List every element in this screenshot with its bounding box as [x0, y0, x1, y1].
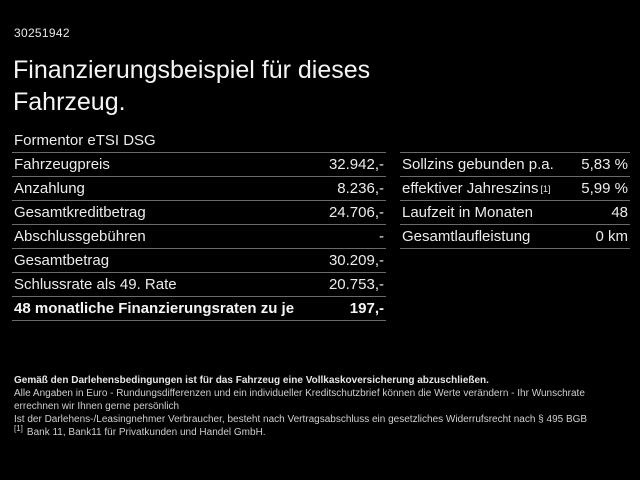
row-value: 197,- [349, 300, 384, 317]
row-label: Fahrzeugpreis [14, 156, 110, 173]
row-value: 5,83 % [581, 156, 628, 173]
row-value: 8.236,- [337, 180, 384, 197]
row-label: Sollzins gebunden p.a. [402, 156, 554, 173]
page-title-line2: Fahrzeug. [13, 88, 126, 116]
disclaimer-values: Alle Angaben in Euro - Rundungsdifferenz… [14, 388, 585, 412]
row-label: 48 monatliche Finanzierungsraten zu je [14, 300, 295, 317]
row-label: Gesamtbetrag [14, 252, 110, 269]
table-row-effektiver-jahreszins: effektiver Jahreszins [1] 5,99 % [400, 176, 630, 200]
row-value: - [379, 228, 384, 245]
row-value: 30.209,- [328, 252, 384, 269]
row-value: 0 km [595, 228, 628, 245]
row-value: 5,99 % [581, 180, 628, 197]
row-value: 24.706,- [328, 204, 384, 221]
footnote-text: Bank 11, Bank11 für Privatkunden und Han… [26, 427, 266, 438]
row-label-wrap: effektiver Jahreszins [1] [402, 180, 551, 197]
row-label: Gesamtkreditbetrag [14, 204, 146, 221]
row-label: effektiver Jahreszins [402, 180, 539, 197]
row-value: 32.942,- [328, 156, 384, 173]
conditions-table: Sollzins gebunden p.a. 5,83 % effektiver… [400, 152, 630, 249]
row-label: Schlussrate als 49. Rate [14, 276, 177, 293]
footnote-marker: [1] [14, 423, 23, 433]
table-row-gesamtbetrag: Gesamtbetrag 30.209,- [12, 248, 386, 272]
table-row-abschlussgebuehren: Abschlussgebühren - [12, 224, 386, 248]
row-value: 20.753,- [328, 276, 384, 293]
table-row-gesamtlaufleistung: Gesamtlaufleistung 0 km [400, 224, 630, 249]
row-label-wrap: Laufzeit in Monaten [400, 204, 533, 221]
table-row-anzahlung: Anzahlung 8.236,- [12, 176, 386, 200]
row-label-wrap: Sollzins gebunden p.a. [400, 156, 554, 173]
table-row-fahrzeugpreis: Fahrzeugpreis 32.942,- [12, 152, 386, 176]
disclaimer-withdrawal: Ist der Darlehens-/Leasingnehmer Verbrau… [14, 414, 588, 425]
disclaimer-insurance: Gemäß den Darlehensbedingungen ist für d… [14, 375, 489, 386]
disclaimer-block: Gemäß den Darlehensbedingungen ist für d… [14, 374, 626, 439]
table-row-laufzeit: Laufzeit in Monaten 48 [400, 200, 630, 224]
table-row-gesamtkreditbetrag: Gesamtkreditbetrag 24.706,- [12, 200, 386, 224]
listing-id: 30251942 [14, 26, 70, 40]
vehicle-model: Formentor eTSI DSG [14, 132, 156, 149]
row-label: Gesamtlaufleistung [402, 228, 531, 245]
page-title-line1: Finanzierungsbeispiel für dieses [13, 56, 371, 84]
row-label: Abschlussgebühren [14, 228, 146, 245]
table-row-monatsrate: 48 monatliche Finanzierungsraten zu je 1… [12, 296, 386, 321]
table-row-schlussrate: Schlussrate als 49. Rate 20.753,- [12, 272, 386, 296]
row-value: 48 [611, 204, 628, 221]
row-label-wrap: Gesamtlaufleistung [400, 228, 530, 245]
bank-footnote: [1] Bank 11, Bank11 für Privatkunden und … [14, 423, 626, 439]
row-label: Anzahlung [14, 180, 85, 197]
finance-table: Fahrzeugpreis 32.942,- Anzahlung 8.236,-… [12, 152, 386, 321]
page-title: Finanzierungsbeispiel für dieses Fahrzeu… [13, 54, 370, 118]
row-label: Laufzeit in Monaten [402, 204, 533, 221]
table-row-sollzins: Sollzins gebunden p.a. 5,83 % [400, 152, 630, 176]
